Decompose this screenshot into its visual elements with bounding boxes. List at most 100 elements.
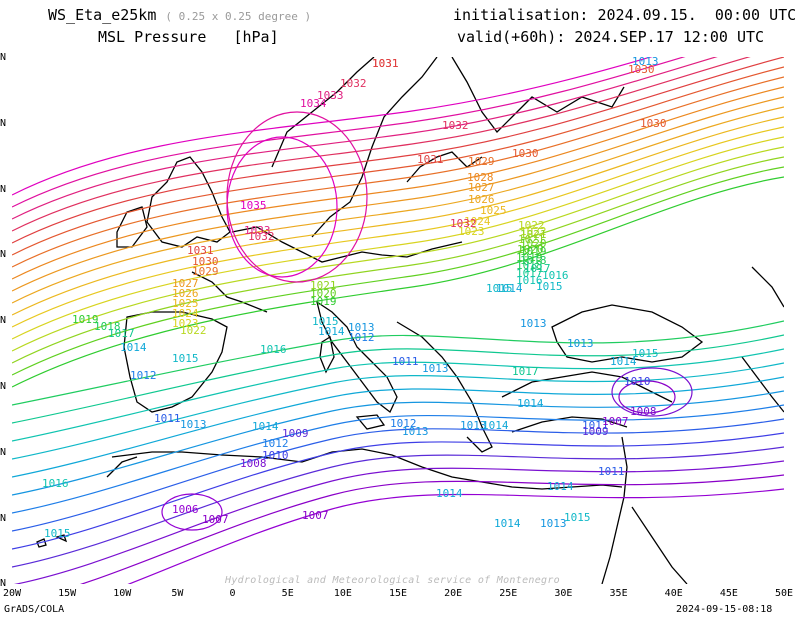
isobar-label: 1022 <box>180 324 207 337</box>
isobar-label: 1019 <box>520 245 547 258</box>
isobar-label: 1013 <box>520 317 547 330</box>
isobar-label: 1022 <box>520 225 547 238</box>
footer-left: GrADS/COLA <box>4 604 65 615</box>
x-tick-label: 0 <box>229 588 236 599</box>
isobar-label: 1017 <box>516 267 543 280</box>
isobar-label: 1026 <box>468 193 495 206</box>
isobar-label: 1031 <box>187 244 214 257</box>
y-tick-label: N <box>0 578 7 590</box>
model-name: WS_Eta_e25km <box>48 6 157 24</box>
isobar-label: 1025 <box>172 297 199 310</box>
y-tick-label: N <box>0 183 7 195</box>
isobar-1006 <box>127 488 784 584</box>
isobar-label: 1030 <box>512 147 539 160</box>
field-name: MSL Pressure <box>98 28 207 46</box>
isobar-1016 <box>12 348 784 442</box>
isobars <box>12 57 784 584</box>
x-tick-label: 20W <box>2 588 22 599</box>
isobar-label: 1013 <box>348 321 375 334</box>
resolution-note: ( 0.25 x 0.25 degree ) <box>165 10 312 23</box>
x-tick-label: 20E <box>444 588 463 599</box>
closed-isobar-1008 <box>611 367 693 417</box>
x-tick-label: 40E <box>664 588 683 599</box>
x-tick-label: 15W <box>58 588 77 599</box>
isobar-label: 1013 <box>540 517 567 530</box>
y-tick-label: N <box>0 446 7 458</box>
isobar-label: 1013 <box>402 425 429 438</box>
isobar-label: 1021 <box>520 228 547 241</box>
isobar-label: 1015 <box>312 315 339 328</box>
isobar-1031 <box>12 57 784 244</box>
x-tick-label: 10W <box>113 588 132 599</box>
y-tick-label: N <box>0 52 7 63</box>
isobar-label: 1011 <box>154 412 181 425</box>
isobar-label: 1031 <box>372 57 399 70</box>
isobar-label: 1012 <box>262 437 289 450</box>
isobar-label: 1031 <box>372 57 399 70</box>
isobar-label: 1016 <box>542 269 569 282</box>
isobar-1020 <box>12 166 784 376</box>
isobar-label: 1019 <box>516 251 543 264</box>
isobar-label: 1014 <box>482 419 509 432</box>
isobar-label: 1021 <box>518 233 545 246</box>
isobar-label: 1010 <box>262 449 289 462</box>
isobar-1025 <box>12 116 784 316</box>
isobar-label: 1028 <box>467 171 494 184</box>
isobar-label: 1023 <box>458 225 485 238</box>
isobar-1019 <box>12 176 784 388</box>
isobar-label: 1014 <box>610 355 637 368</box>
isobar-1033 <box>12 57 718 220</box>
x-tick-label: 5E <box>281 588 294 599</box>
isobar-label: 1023 <box>172 317 199 330</box>
isobar-label: 1007 <box>602 415 629 428</box>
isobar-label: 1031 <box>417 153 444 166</box>
isobar-1021 <box>12 156 784 364</box>
isobar-label: 1032 <box>450 217 477 230</box>
isobar-label: 1007 <box>302 509 329 522</box>
isobar-1015 <box>12 362 784 460</box>
isobar-label: 1014 <box>436 487 463 500</box>
isobar-label: 1030 <box>192 255 219 268</box>
x-tick-label: 25E <box>499 588 518 599</box>
isobar-label: 1020 <box>520 237 547 250</box>
isobar-1008 <box>13 460 784 584</box>
y-tick-label: N <box>0 117 7 129</box>
isobar-label: 1035 <box>240 199 267 212</box>
x-tick-label: 15E <box>388 588 408 599</box>
isobar-1026 <box>12 106 784 304</box>
valid-time: valid(+60h): 2024.SEP.17 12:00 UTC <box>457 28 765 46</box>
isobar-label: 1013 <box>180 418 207 431</box>
closed-isobar-1007 <box>618 380 676 414</box>
isobar-label: 1025 <box>480 204 507 217</box>
isobar-1012 <box>12 404 784 514</box>
y-tick-label: N <box>0 315 7 327</box>
x-tick-label: 10E <box>333 588 352 599</box>
coastlines <box>36 57 784 584</box>
isobar-label: 1014 <box>120 341 147 354</box>
x-tick-label: 5W <box>171 588 184 599</box>
watermark: Hydrological and Meteorological service … <box>225 575 560 586</box>
isobar-label: 1013 <box>460 419 487 432</box>
isobar-label: 1014 <box>494 517 521 530</box>
isobar-label: 1012 <box>390 417 417 430</box>
x-tick-label: 30E <box>554 588 573 599</box>
footer-right: 2024-09-15-08:18 <box>676 604 773 615</box>
isobar-label: 1019 <box>310 295 337 308</box>
isobar-label: 1008 <box>240 457 267 470</box>
isobar-label: 1032 <box>340 77 367 90</box>
field-title: MSL Pressure [hPa] <box>98 28 279 46</box>
isobar-label: 1019 <box>72 313 99 326</box>
isobar-1007 <box>79 474 784 584</box>
isobar-label: 1033 <box>244 224 271 237</box>
isobar-1035 <box>12 57 653 196</box>
isobar-label: 1018 <box>516 259 543 272</box>
isobar-label: 1015 <box>172 352 199 365</box>
isobar-label: 1015 <box>44 527 71 540</box>
y-tick-label: N <box>0 512 7 524</box>
isobar-label: 1013 <box>632 57 659 68</box>
isobar-1034 <box>12 57 686 208</box>
x-tick-label: 45E <box>719 588 738 599</box>
isobar-label: 1017 <box>524 262 551 275</box>
isobar-label: 1021 <box>310 279 337 292</box>
